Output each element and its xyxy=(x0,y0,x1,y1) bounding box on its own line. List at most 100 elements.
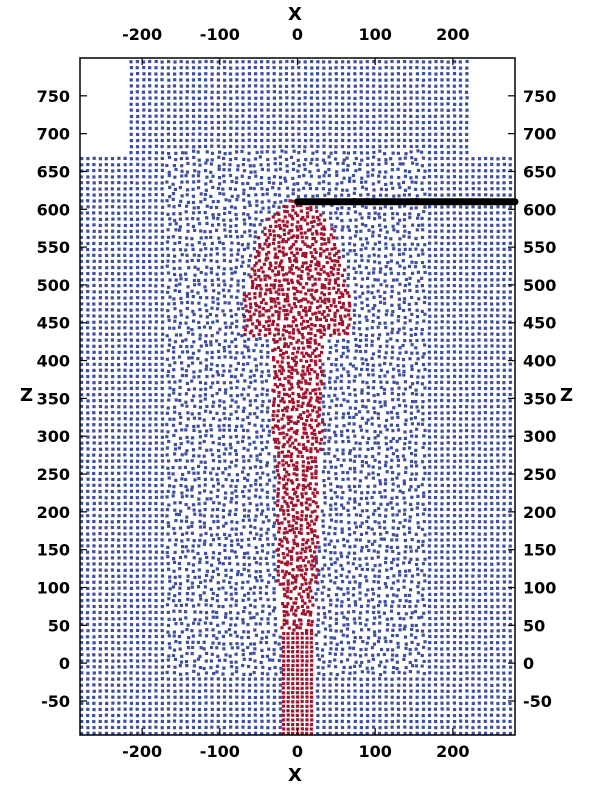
blue-particle-1629 xyxy=(154,580,158,584)
blue-particle-3774 xyxy=(205,374,209,379)
blue-particle-203 xyxy=(129,713,133,717)
blue-particle-258 xyxy=(502,713,506,717)
blue-particle-1345 xyxy=(413,610,418,614)
blue-particle-982 xyxy=(123,641,127,645)
blue-particle-1980 xyxy=(385,549,389,553)
blue-particle-2776 xyxy=(192,471,196,475)
blue-particle-4151 xyxy=(255,337,259,341)
blue-particle-955 xyxy=(391,648,395,652)
blue-particle-4018 xyxy=(185,350,190,354)
blue-particle-1826 xyxy=(187,562,191,566)
blue-particle-1631 xyxy=(168,579,172,583)
blue-particle-464 xyxy=(135,689,139,693)
blue-particle-3126 xyxy=(465,441,469,445)
blue-particle-1176 xyxy=(123,622,127,626)
blue-particle-4869 xyxy=(434,259,438,263)
blue-particle-2344 xyxy=(246,514,251,518)
blue-particle-658 xyxy=(129,671,133,675)
blue-particle-1426 xyxy=(86,598,90,602)
blue-particle-613 xyxy=(253,677,257,681)
blue-particle-4702 xyxy=(420,276,424,280)
blue-particle-2865 xyxy=(396,464,400,468)
blue-particle-976 xyxy=(86,641,90,645)
blue-particle-4212 xyxy=(359,333,363,337)
blue-particle-2466 xyxy=(222,503,226,507)
blue-particle-1346 xyxy=(422,611,426,615)
blue-particle-334 xyxy=(135,701,139,706)
blue-particle-1025 xyxy=(423,640,427,644)
blue-particle-1782 xyxy=(347,570,351,574)
blue-particle-3004 xyxy=(477,453,481,457)
blue-particle-3640 xyxy=(142,387,146,391)
blue-particle-3583 xyxy=(172,391,176,395)
blue-particle-3129 xyxy=(483,441,487,445)
blue-particle-2777 xyxy=(196,471,200,475)
blue-particle-3193 xyxy=(496,435,500,439)
blue-particle-1120 xyxy=(172,630,176,634)
blue-particle-1243 xyxy=(142,616,146,621)
blue-particle-4440 xyxy=(459,308,463,312)
blue-particle-3076 xyxy=(104,441,108,445)
blue-particle-1928 xyxy=(459,556,463,560)
blue-particle-3266 xyxy=(129,423,133,427)
blue-particle-4880 xyxy=(502,260,506,264)
blue-particle-2694 xyxy=(508,483,512,488)
blue-particle-3789 xyxy=(347,373,351,378)
blue-particle-3518 xyxy=(154,399,158,403)
blue-particle-3724 xyxy=(328,380,332,384)
blue-particle-201 xyxy=(117,713,121,718)
blue-particle-4300 xyxy=(142,320,146,324)
blue-particle-2183 xyxy=(465,532,469,536)
blue-particle-1763 xyxy=(191,569,195,573)
blue-particle-1695 xyxy=(168,575,172,579)
blue-particle-1892 xyxy=(198,557,202,561)
blue-particle-180 xyxy=(421,719,425,723)
blue-particle-4847 xyxy=(202,258,206,262)
blue-particle-445 xyxy=(452,695,456,699)
blue-particle-3293 xyxy=(347,422,351,426)
blue-particle-2876 xyxy=(465,465,469,469)
blue-particle-1523 xyxy=(327,594,331,598)
blue-particle-2289 xyxy=(339,520,343,524)
blue-particle-3568 xyxy=(80,393,84,397)
blue-particle-2443 xyxy=(79,501,84,505)
blue-particle-575 xyxy=(452,683,456,687)
blue-particle-2162 xyxy=(333,532,337,536)
blue-particle-753 xyxy=(348,665,352,669)
blue-particle-2906 xyxy=(218,459,222,464)
blue-particle-1754 xyxy=(135,568,139,572)
blue-particle-3457 xyxy=(160,405,164,409)
blue-particle-3337 xyxy=(186,417,190,421)
blue-particle-1131 xyxy=(242,630,246,634)
blue-particle-189 xyxy=(477,720,481,724)
blue-particle-2803 xyxy=(404,470,408,474)
blue-particle-233 xyxy=(347,713,351,717)
blue-particle-1756 xyxy=(148,568,152,572)
blue-particle-3872 xyxy=(477,368,482,373)
blue-particle-2048 xyxy=(409,545,413,549)
blue-particle-2282 xyxy=(253,518,257,522)
blue-particle-3871 xyxy=(471,369,475,373)
blue-particle-168 xyxy=(346,720,351,724)
blue-particle-944 xyxy=(321,648,325,652)
blue-particle-1615 xyxy=(502,586,506,590)
blue-particle-4687 xyxy=(230,277,234,281)
blue-particle-1281 xyxy=(417,616,421,620)
blue-particle-332 xyxy=(123,701,127,705)
blue-particle-2891 xyxy=(123,459,127,463)
blue-particle-3983 xyxy=(401,357,406,362)
blue-particle-4150 xyxy=(247,337,251,341)
blue-particle-3940 xyxy=(79,356,83,361)
blue-particle-158 xyxy=(253,719,257,723)
blue-particle-2264 xyxy=(142,520,146,524)
blue-particle-3524 xyxy=(190,398,194,403)
blue-particle-70 xyxy=(110,725,115,730)
blue-particle-4265 xyxy=(357,327,362,331)
blue-particle-1492 xyxy=(98,592,102,596)
blue-particle-1903 xyxy=(264,556,268,560)
blue-particle-2902 xyxy=(190,459,194,463)
blue-particle-4806 xyxy=(384,265,388,269)
blue-particle-1526 xyxy=(346,591,350,595)
blue-particle-1195 xyxy=(241,621,245,625)
blue-particle-2306 xyxy=(446,520,450,524)
